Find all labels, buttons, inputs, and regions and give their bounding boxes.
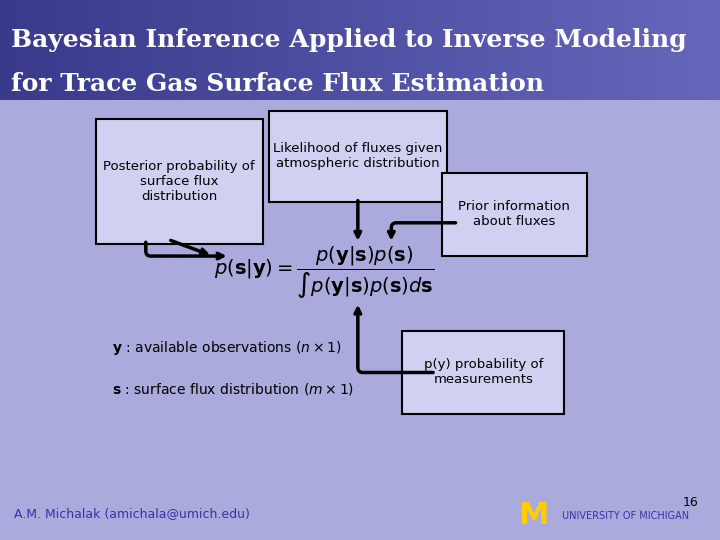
Text: $\mathbf{y}$ : available observations $(n\times1)$: $\mathbf{y}$ : available observations $(… <box>112 339 342 356</box>
Text: $p(\mathbf{s}|\mathbf{y})=\dfrac{p(\mathbf{y}|\mathbf{s})p(\mathbf{s})}{\int p(\: $p(\mathbf{s}|\mathbf{y})=\dfrac{p(\math… <box>214 245 435 301</box>
FancyBboxPatch shape <box>96 119 263 244</box>
Text: for Trace Gas Surface Flux Estimation: for Trace Gas Surface Flux Estimation <box>11 72 544 96</box>
Text: UNIVERSITY OF MICHIGAN: UNIVERSITY OF MICHIGAN <box>562 511 689 521</box>
Text: Likelihood of fluxes given
atmospheric distribution: Likelihood of fluxes given atmospheric d… <box>273 142 443 170</box>
Text: Bayesian Inference Applied to Inverse Modeling: Bayesian Inference Applied to Inverse Mo… <box>11 28 686 52</box>
Text: $\mathbf{s}$ : surface flux distribution $(m\times1)$: $\mathbf{s}$ : surface flux distribution… <box>112 381 354 397</box>
Text: A.M. Michalak (amichala@umich.edu): A.M. Michalak (amichala@umich.edu) <box>14 507 251 520</box>
FancyBboxPatch shape <box>441 173 587 256</box>
Text: Posterior probability of
surface flux
distribution: Posterior probability of surface flux di… <box>104 160 255 202</box>
FancyBboxPatch shape <box>269 111 447 202</box>
Text: Prior information
about fluxes: Prior information about fluxes <box>458 200 570 228</box>
Text: M: M <box>518 501 549 530</box>
Text: 16: 16 <box>683 496 698 509</box>
Text: p(y) probability of
measurements: p(y) probability of measurements <box>423 359 543 387</box>
FancyBboxPatch shape <box>402 331 564 414</box>
